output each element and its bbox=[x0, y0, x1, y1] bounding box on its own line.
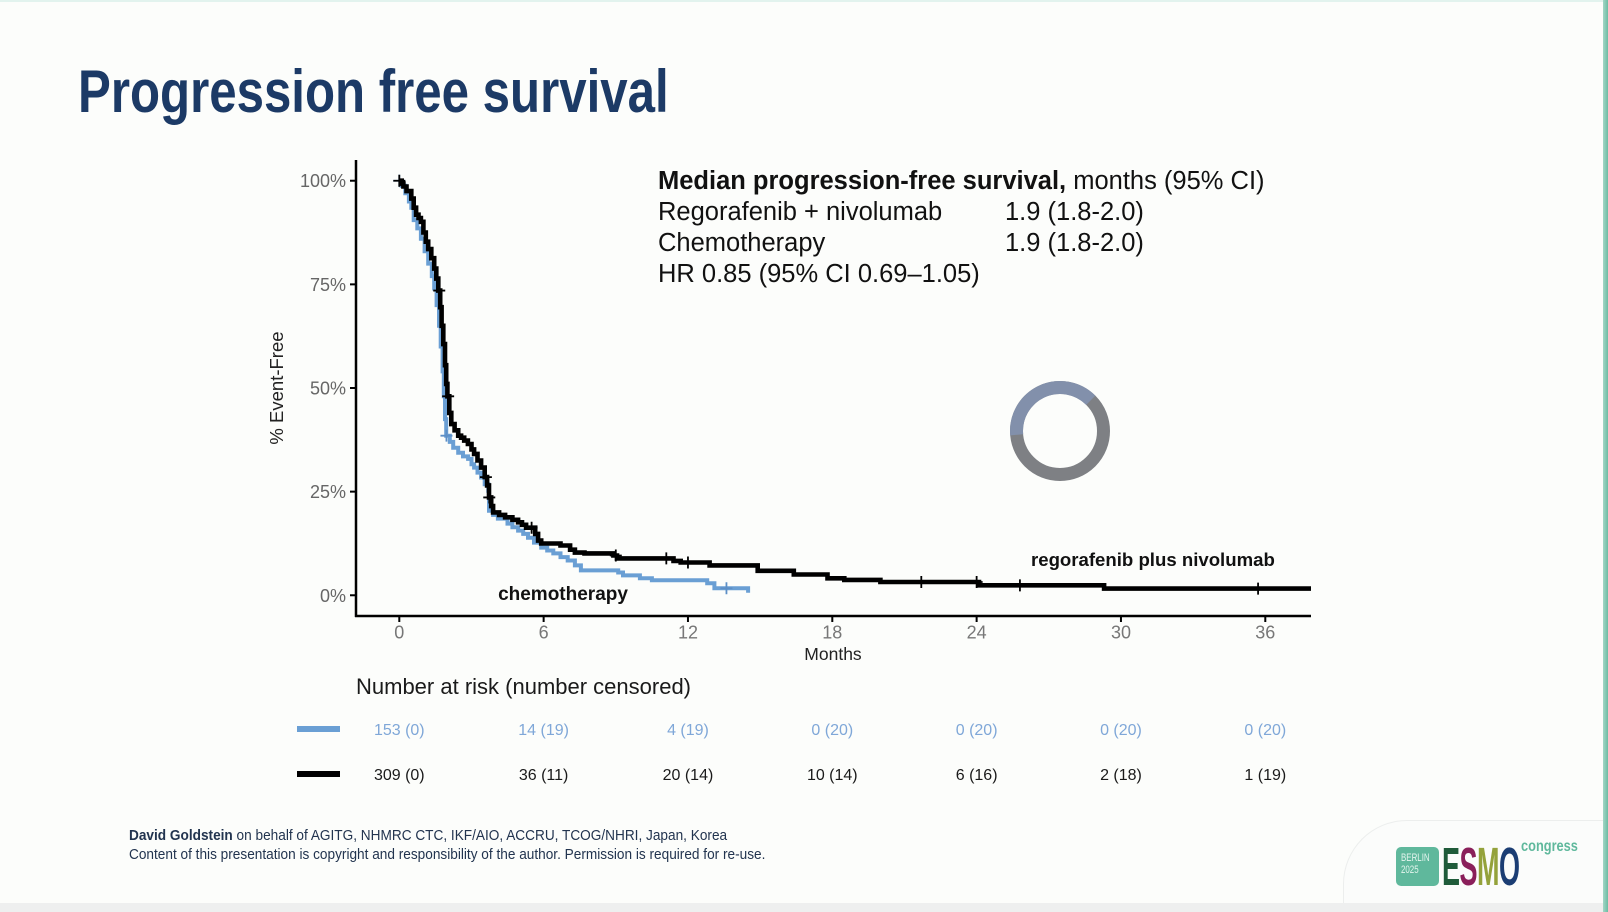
stats-heading: Median progression-free survival, months… bbox=[658, 166, 1265, 197]
risk-table-cell: 2 (18) bbox=[1100, 767, 1142, 784]
risk-table-cell: 0 (20) bbox=[956, 722, 998, 739]
logo-letter: S bbox=[1459, 837, 1478, 897]
stats-hazard-ratio: HR 0.85 (95% CI 0.69–1.05) bbox=[658, 259, 1265, 290]
x-tick-label: 6 bbox=[539, 623, 549, 643]
slide-title: Progression free survival bbox=[78, 58, 669, 125]
footer-author: David Goldstein bbox=[129, 828, 233, 844]
top-border bbox=[0, 0, 1603, 2]
x-tick-label: 36 bbox=[1255, 623, 1275, 643]
risk-legend-swatch-chemotherapy bbox=[297, 726, 340, 732]
censor-mark-regorafenib-nivolumab bbox=[609, 549, 622, 562]
footer-copyright: Content of this presentation is copyrigh… bbox=[129, 847, 766, 863]
stats-row-label: Regorafenib + nivolumab bbox=[658, 198, 943, 226]
y-tick-label: 0% bbox=[320, 586, 346, 606]
risk-table-cell: 309 (0) bbox=[374, 767, 425, 784]
stats-row-label: Chemotherapy bbox=[658, 229, 826, 257]
logo-congress: congress bbox=[1521, 838, 1578, 855]
risk-legend-swatch-regorafenib-nivolumab bbox=[297, 771, 340, 777]
logo-letter: E bbox=[1442, 837, 1460, 897]
right-accent-bar bbox=[1603, 0, 1608, 912]
risk-table-values: 153 (0) 14 (19) 4 (19) 0 (20) 0 (20) 0 (20) 0 … bbox=[374, 722, 1286, 784]
censor-mark-regorafenib-nivolumab bbox=[525, 521, 538, 534]
censor-mark-regorafenib-nivolumab bbox=[483, 491, 496, 504]
censor-mark-regorafenib-nivolumab bbox=[442, 390, 455, 403]
logo-esmo-wordmark: ESMO bbox=[1442, 840, 1520, 894]
loading-spinner-icon bbox=[1010, 381, 1110, 481]
footer-logo-panel bbox=[1343, 820, 1603, 903]
y-tick-label: 100% bbox=[300, 171, 346, 191]
axis-ticks: 0% 25% 50% 75% 100% 0 6 12 18 24 30 36 bbox=[300, 171, 1275, 642]
risk-table-title: Number at risk (number censored) bbox=[356, 674, 691, 699]
bottom-band bbox=[0, 903, 1603, 912]
median-pfs-annotation: Median progression-free survival, months… bbox=[658, 166, 1265, 290]
censor-mark-regorafenib-nivolumab bbox=[1252, 582, 1265, 595]
censor-mark-regorafenib-nivolumab bbox=[660, 552, 673, 565]
censor-mark-regorafenib-nivolumab bbox=[970, 576, 983, 589]
y-axis-label: % Event-Free bbox=[266, 331, 287, 444]
risk-table-cell: 6 (16) bbox=[956, 767, 998, 784]
stats-heading-rest: months (95% CI) bbox=[1066, 167, 1265, 195]
survival-curve-regorafenib-nivolumab bbox=[399, 178, 1311, 591]
risk-table-cell: 1 (19) bbox=[1244, 767, 1286, 784]
x-tick-label: 24 bbox=[967, 623, 987, 643]
x-axis-label: Months bbox=[804, 644, 862, 664]
risk-table-cell: 0 (20) bbox=[1244, 722, 1286, 739]
risk-table-cell: 4 (19) bbox=[667, 722, 709, 739]
y-tick-label: 50% bbox=[310, 379, 346, 399]
stats-heading-bold: Median progression-free survival, bbox=[658, 167, 1067, 195]
censor-mark-regorafenib-nivolumab bbox=[433, 284, 446, 297]
censor-mark-regorafenib-nivolumab bbox=[393, 174, 406, 187]
stats-row-value: 1.9 (1.8-2.0) bbox=[1005, 198, 1144, 226]
censor-mark-chemotherapy bbox=[720, 582, 733, 595]
footer-affiliation: on behalf of AGITG, NHMRC CTC, IKF/AIO, … bbox=[232, 828, 728, 844]
logo-city: BERLIN bbox=[1401, 852, 1430, 864]
series-label-chemotherapy: chemotherapy bbox=[498, 584, 628, 605]
risk-table-cell: 0 (20) bbox=[1100, 722, 1142, 739]
survival-curves bbox=[393, 174, 1311, 595]
survival-curve-chemotherapy bbox=[399, 178, 751, 593]
risk-table-cell: 14 (19) bbox=[518, 722, 569, 739]
hazard-ratio-text: HR 0.85 (95% CI 0.69–1.05) bbox=[658, 260, 980, 288]
logo-letter: M bbox=[1477, 837, 1500, 897]
logo-year: 2025 bbox=[1401, 864, 1419, 876]
risk-table-cell: 20 (14) bbox=[663, 767, 714, 784]
stats-row-value: 1.9 (1.8-2.0) bbox=[1005, 229, 1144, 257]
x-tick-label: 12 bbox=[678, 623, 698, 643]
censor-mark-chemotherapy bbox=[440, 429, 453, 442]
x-tick-label: 18 bbox=[822, 623, 842, 643]
stats-row-chemotherapy: Chemotherapy 1.9 (1.8-2.0) bbox=[658, 228, 1265, 259]
x-tick-label: 0 bbox=[394, 623, 404, 643]
risk-table-cell: 36 (11) bbox=[519, 767, 569, 784]
series-label-regorafenib-nivolumab: regorafenib plus nivolumab bbox=[1031, 549, 1275, 570]
footer-credits: David Goldstein on behalf of AGITG, NHMR… bbox=[129, 827, 765, 865]
logo-city-badge: BERLIN 2025 bbox=[1396, 847, 1439, 886]
risk-table-cell: 10 (14) bbox=[807, 767, 858, 784]
censor-mark-regorafenib-nivolumab bbox=[915, 576, 928, 589]
risk-table-cell: 153 (0) bbox=[374, 722, 425, 739]
y-tick-label: 75% bbox=[310, 275, 346, 295]
censor-mark-regorafenib-nivolumab bbox=[681, 556, 694, 569]
censor-mark-regorafenib-nivolumab bbox=[1013, 579, 1026, 592]
y-tick-label: 25% bbox=[310, 482, 346, 502]
logo-letter: O bbox=[1499, 837, 1520, 897]
censor-mark-regorafenib-nivolumab bbox=[479, 471, 492, 484]
footer-author-line: David Goldstein on behalf of AGITG, NHMR… bbox=[129, 827, 765, 846]
stats-row-regorafenib: Regorafenib + nivolumab 1.9 (1.8-2.0) bbox=[658, 197, 1265, 228]
risk-table-cell: 0 (20) bbox=[811, 722, 853, 739]
x-tick-label: 30 bbox=[1111, 623, 1131, 643]
